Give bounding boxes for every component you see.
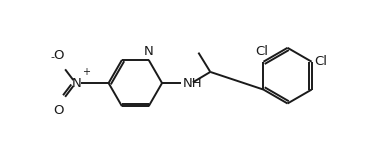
Text: -: - — [50, 52, 54, 62]
Text: +: + — [82, 67, 90, 77]
Text: O: O — [53, 49, 64, 62]
Text: O: O — [53, 104, 64, 117]
Text: N: N — [144, 45, 154, 58]
Text: NH: NH — [183, 77, 202, 90]
Text: N: N — [72, 77, 82, 90]
Text: Cl: Cl — [255, 45, 268, 58]
Text: Cl: Cl — [315, 55, 328, 68]
